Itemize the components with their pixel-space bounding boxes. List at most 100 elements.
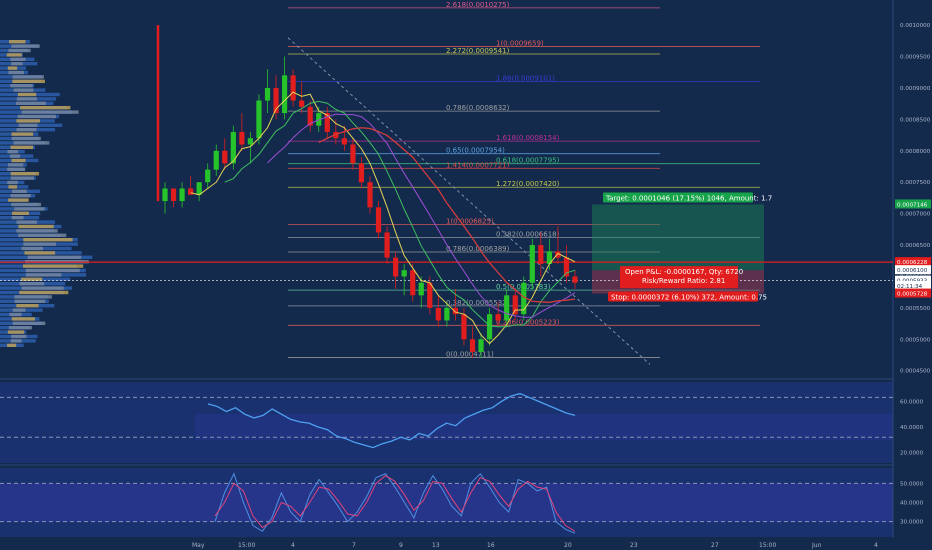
price-axis-label: 0.0005000 [900, 337, 931, 343]
candle[interactable] [247, 138, 254, 145]
volume-profile-bar [7, 180, 18, 185]
candle[interactable] [358, 163, 365, 183]
price-axis[interactable] [894, 0, 932, 550]
moving-average-line [190, 91, 576, 345]
price-tag-bg [895, 265, 931, 275]
volume-profile-bar [27, 255, 82, 259]
volume-profile-bar [16, 119, 41, 123]
fib-level-label: 1.414(0.0007721) [446, 161, 510, 169]
candle[interactable] [290, 75, 296, 101]
price-axis-label: 0.0008500 [900, 117, 931, 123]
target-label: Target: 0.0001046 (17.15%) 1046, Amount:… [605, 194, 772, 202]
candle[interactable] [367, 182, 373, 208]
volume-profile-bar [16, 304, 39, 308]
candle[interactable] [256, 100, 262, 139]
price-tag-label: 0.0007146 [897, 202, 928, 208]
candle[interactable] [375, 207, 382, 233]
volume-profile-bar [8, 198, 29, 202]
candle[interactable] [222, 150, 228, 164]
candle[interactable] [572, 276, 578, 283]
candle[interactable] [213, 150, 219, 170]
moving-average-line [267, 113, 576, 318]
candle[interactable] [307, 106, 313, 126]
candle[interactable] [546, 251, 552, 264]
candle[interactable] [495, 314, 501, 321]
candle[interactable] [299, 100, 305, 107]
price-tag-bg [895, 288, 931, 298]
time-axis[interactable] [0, 538, 932, 550]
target-zone[interactable] [592, 204, 764, 271]
time-axis-label: 15:00 [759, 542, 776, 549]
volume-profile-bar [9, 312, 22, 317]
time-axis-label: 4 [291, 542, 295, 549]
candle[interactable] [350, 144, 356, 164]
time-axis-label: 4 [874, 542, 878, 549]
candle[interactable] [478, 339, 484, 352]
fib-level-label: 0.382(0.0005532) [446, 299, 510, 307]
candle[interactable] [196, 182, 202, 195]
candle[interactable] [538, 245, 544, 264]
price-axis-label: 0.0008000 [900, 149, 931, 155]
candle[interactable] [529, 245, 535, 283]
candle[interactable] [452, 307, 459, 315]
candle[interactable] [179, 188, 185, 202]
candle[interactable] [205, 169, 211, 183]
volume-profile-bar [17, 114, 57, 119]
volume-profile-bar [12, 75, 44, 79]
candle[interactable] [444, 307, 450, 321]
volume-profile-bar [24, 251, 56, 255]
candle[interactable] [230, 131, 236, 164]
candle[interactable] [512, 295, 518, 315]
moving-average-line [224, 100, 576, 328]
candle[interactable] [461, 314, 467, 340]
price-axis-label: 0.0010000 [900, 23, 931, 29]
fib-level-label: 1.618(0.0008154) [496, 134, 560, 142]
candle[interactable] [264, 87, 271, 101]
price-axis-label: 0.0007500 [900, 180, 931, 186]
stop-label-bg[interactable] [608, 291, 758, 302]
volume-profile-bar [10, 145, 34, 149]
candle[interactable] [384, 232, 390, 258]
candle[interactable] [427, 282, 433, 308]
candle[interactable] [486, 314, 493, 340]
candle[interactable] [273, 87, 279, 114]
candle[interactable] [563, 257, 570, 277]
volume-profile-bar [16, 220, 37, 224]
volume-profile-bar [18, 224, 54, 229]
price-tag-bg [895, 275, 931, 285]
volume-profile-bar [11, 317, 35, 321]
candle[interactable] [418, 282, 424, 296]
candle[interactable] [504, 295, 510, 321]
candle[interactable] [281, 75, 288, 114]
candle[interactable] [393, 257, 399, 277]
volume-profile-bar [25, 268, 80, 273]
candle[interactable] [469, 339, 476, 352]
time-axis-label: 16 [487, 542, 495, 549]
volume-profile-bar [17, 92, 37, 97]
candle[interactable] [401, 270, 407, 277]
price-axis-label: 0.0004500 [900, 369, 931, 375]
target-label-bg[interactable] [603, 192, 753, 203]
pnl-box[interactable] [620, 266, 738, 289]
candle[interactable] [324, 113, 330, 132]
candle[interactable] [170, 188, 177, 202]
candle[interactable] [521, 282, 527, 315]
volume-profile-bar [11, 44, 40, 48]
fib-level-label: 0.786(0.0008632) [446, 104, 510, 112]
price-axis-label: 0.0009000 [900, 86, 931, 92]
candle[interactable] [341, 138, 347, 145]
price-axis-label: 0.0005500 [900, 306, 931, 312]
candle[interactable] [188, 188, 194, 195]
volume-profile-bar [9, 40, 26, 44]
time-axis-label: 7 [352, 542, 356, 549]
candle[interactable] [410, 270, 416, 296]
candle[interactable] [555, 251, 561, 258]
candle[interactable] [435, 307, 441, 321]
volume-profile-bar [13, 141, 50, 145]
volume-profile-bar [12, 211, 29, 215]
candle[interactable] [239, 131, 245, 145]
volume-profile-bar [20, 106, 71, 110]
candle[interactable] [162, 188, 168, 202]
